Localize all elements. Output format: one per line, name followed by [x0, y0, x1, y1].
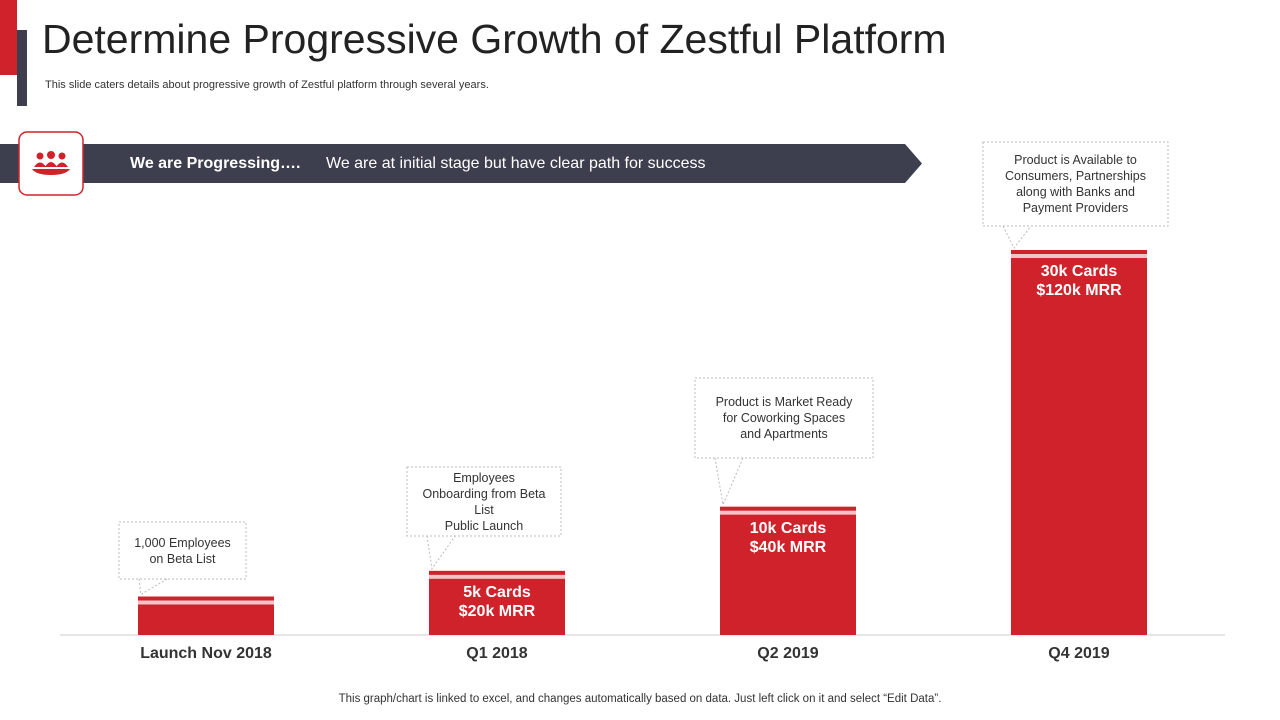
bar-highlight: [429, 574, 565, 579]
x-tick-label: Launch Nov 2018: [140, 645, 272, 662]
annotation-box: [406, 466, 562, 537]
bar: [720, 506, 856, 635]
x-tick-label: Q2 2019: [757, 645, 819, 662]
annotation-box: [118, 521, 247, 580]
x-tick-label: Q1 2018: [466, 645, 528, 662]
subtitle: This slide caters details about progress…: [45, 79, 489, 91]
annotation-tail: [714, 457, 744, 507]
bar-highlight: [1011, 254, 1147, 258]
accent-red: [0, 0, 17, 75]
bar-highlight: [138, 600, 274, 605]
annotation: Product is Market Ready for Coworking Sp…: [715, 395, 853, 441]
bar: [1011, 250, 1147, 635]
bar-highlight: [720, 510, 856, 515]
x-tick-label: Q4 2019: [1048, 645, 1110, 662]
annotation: Employees Onboarding from Beta List Publ…: [422, 470, 546, 533]
value-label: 10k Cards $40k MRR: [749, 519, 827, 556]
annotation: 1,000 Employees on Beta List: [134, 535, 231, 566]
banner: [0, 144, 922, 183]
annotation-tail: [138, 578, 168, 596]
title: Determine Progressive Growth of Zestful …: [42, 16, 947, 62]
accent-dark: [17, 30, 27, 106]
value-label: 30k Cards $120k MRR: [1036, 263, 1122, 299]
annotation-tail: [1002, 225, 1032, 249]
annotation-box: [982, 141, 1169, 227]
people-icon: [32, 151, 70, 175]
annotation-tail: [426, 535, 456, 571]
banner-heading: We are Progressing….: [130, 155, 301, 172]
banner-text: We are at initial stage but have clear p…: [326, 155, 706, 172]
value-label: 5k Cards $20k MRR: [458, 583, 536, 620]
bar: [429, 570, 565, 635]
annotation-box: [694, 377, 874, 459]
annotation: Product is Available to Consumers, Partn…: [1004, 153, 1147, 215]
footer-note: This graph/chart is linked to excel, and…: [338, 693, 942, 705]
